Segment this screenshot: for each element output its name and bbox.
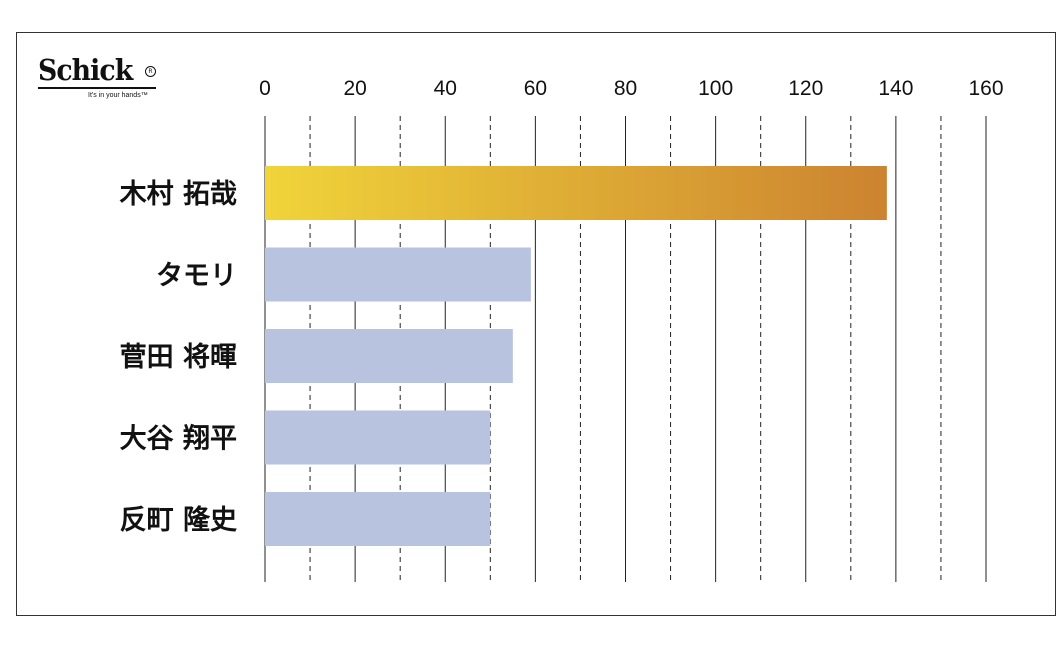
x-tick-label: 100: [698, 77, 733, 100]
x-tick-label: 80: [614, 77, 637, 100]
category-label: 反町 隆史: [120, 505, 237, 536]
category-label: 木村 拓哉: [119, 179, 237, 210]
bar: [265, 410, 491, 465]
x-tick-label: 60: [524, 77, 547, 100]
bar: [265, 329, 513, 383]
x-tick-label: 140: [878, 77, 913, 100]
category-label: 菅田 将暉: [120, 342, 237, 373]
category-label: 大谷 翔平: [120, 424, 237, 455]
bar: [265, 247, 531, 302]
bars: [265, 166, 887, 546]
x-tick-label: 0: [259, 77, 271, 100]
logo-wordmark: Schick: [38, 53, 133, 87]
bar: [265, 492, 491, 546]
logo-underline: [38, 87, 156, 89]
x-tick-label: 20: [343, 77, 366, 100]
x-axis-ticks: 0 20 40 60 80 100 120 140 160: [259, 77, 1003, 100]
x-tick-label: 40: [434, 77, 457, 100]
schick-logo: Schick R It's in your hands™: [38, 54, 168, 104]
x-tick-label: 120: [788, 77, 823, 100]
logo-tagline: It's in your hands™: [88, 92, 148, 99]
category-label: タモリ: [156, 261, 237, 292]
chart-frame: [16, 32, 1056, 616]
registered-mark-icon: R: [145, 66, 156, 77]
x-tick-label: 160: [968, 77, 1003, 100]
bar: [265, 166, 887, 220]
